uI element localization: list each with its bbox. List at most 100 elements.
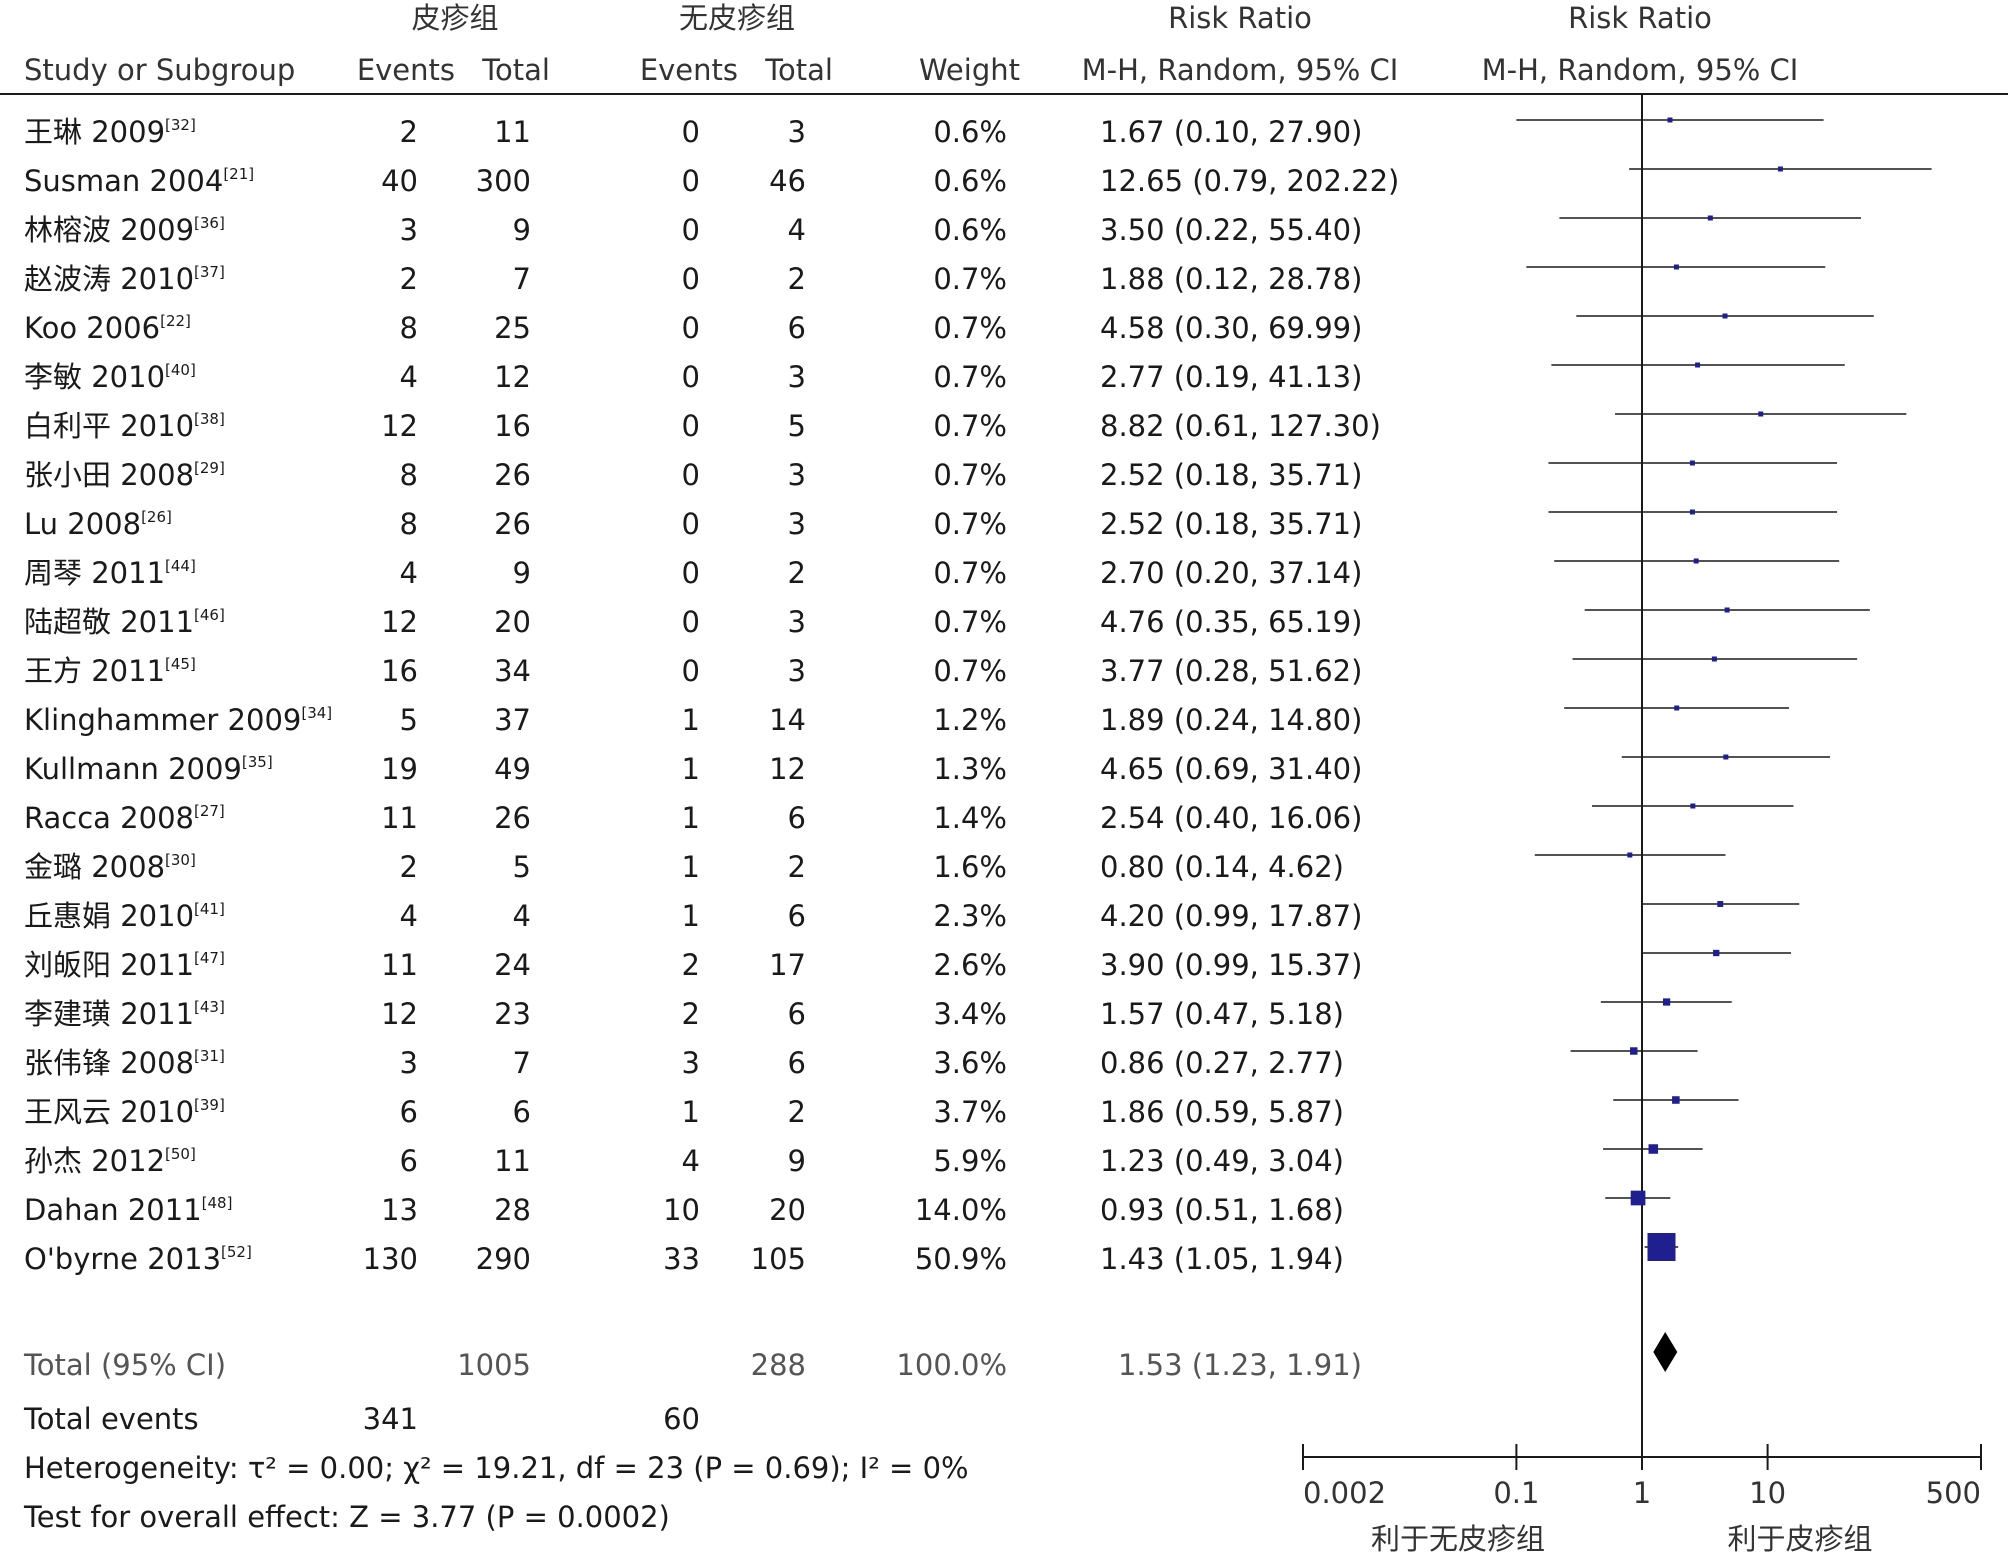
total1-cell: 16 [494, 409, 531, 443]
rr-ci-cell: 2.77 (0.19, 41.13) [1100, 360, 1362, 394]
rr-ci-cell: 1.89 (0.24, 14.80) [1100, 703, 1362, 737]
total-label: Total (95% CI) [23, 1348, 226, 1382]
study-name: 丘惠娟 2010[41] [24, 899, 225, 933]
events1-cell: 4 [400, 899, 418, 933]
study-ref: [43] [194, 998, 225, 1016]
study-row: 林榕波 2009[36] 3 9 0 4 0.6% 3.50 (0.22, 55.40) [24, 213, 1362, 247]
total-weight: 100.0% [896, 1348, 1007, 1382]
rr-ci-cell: 1.67 (0.10, 27.90) [1100, 115, 1362, 149]
total2-cell: 6 [788, 997, 806, 1031]
total1-cell: 20 [494, 605, 531, 639]
events2-cell: 33 [663, 1242, 700, 1276]
study-row: 陆超敬 2011[46] 12 20 0 3 0.7% 4.76 (0.35, 65.19) [24, 605, 1362, 639]
total2-cell: 2 [788, 556, 806, 590]
rr-ci-cell: 0.86 (0.27, 2.77) [1100, 1046, 1344, 1080]
group1-header: 皮疹组 [411, 1, 498, 35]
events1-cell: 3 [400, 1046, 418, 1080]
x-tick-label: 10 [1749, 1476, 1786, 1510]
point-estimate [1711, 656, 1717, 662]
total1-cell: 7 [513, 1046, 531, 1080]
point-estimate [1695, 362, 1701, 368]
weight-cell: 0.7% [933, 605, 1007, 639]
events1-cell: 6 [400, 1144, 418, 1178]
events1-cell: 3 [400, 213, 418, 247]
study-row: Lu 2008[26] 8 26 0 3 0.7% 2.52 (0.18, 35.71) [24, 507, 1362, 541]
point-estimate [1717, 901, 1724, 907]
point-estimate [1647, 1233, 1676, 1261]
study-row: 王琳 2009[32] 2 11 0 3 0.6% 1.67 (0.10, 27.90) [24, 115, 1362, 149]
total1-cell: 9 [513, 213, 531, 247]
study-name: 刘皈阳 2011[47] [24, 948, 225, 982]
study-ref: [39] [194, 1096, 225, 1114]
weight-cell: 1.3% [933, 752, 1007, 786]
events2-cell: 0 [682, 360, 700, 394]
study-name: 张小田 2008[29] [24, 458, 225, 492]
study-row: 丘惠娟 2010[41] 4 4 1 6 2.3% 4.20 (0.99, 17.87) [24, 899, 1362, 933]
events2-cell: 0 [682, 115, 700, 149]
rr-ci-cell: 1.57 (0.47, 5.18) [1100, 997, 1344, 1031]
study-ref: [32] [165, 116, 196, 134]
point-estimate [1724, 607, 1730, 613]
events2-cell: 0 [682, 409, 700, 443]
total2-cell: 105 [751, 1242, 806, 1276]
events1-cell: 11 [381, 801, 418, 835]
study-ref: [38] [194, 410, 225, 428]
events2-cell: 0 [682, 556, 700, 590]
rr-ci-cell: 8.82 (0.61, 127.30) [1100, 409, 1381, 443]
events2-cell: 1 [682, 899, 700, 933]
study-name: Dahan 2011[48] [24, 1193, 232, 1227]
total1-cell: 26 [494, 458, 531, 492]
events1-cell: 4 [400, 556, 418, 590]
total1-cell: 25 [494, 311, 531, 345]
total1-cell: 4 [513, 899, 531, 933]
total2-cell: 6 [788, 899, 806, 933]
weight-cell: 0.7% [933, 262, 1007, 296]
rr-ci-cell: 4.58 (0.30, 69.99) [1100, 311, 1362, 345]
events2-cell: 0 [682, 164, 700, 198]
total-events-label: Total events [23, 1402, 199, 1436]
events2-cell: 3 [682, 1046, 700, 1080]
events1-cell: 12 [381, 605, 418, 639]
weight-cell: 0.6% [933, 115, 1007, 149]
total1-cell: 24 [494, 948, 531, 982]
total2-cell: 4 [788, 213, 806, 247]
events1-cell: 8 [400, 507, 418, 541]
study-name: 林榕波 2009[36] [24, 213, 225, 247]
point-estimate [1689, 509, 1695, 515]
study-name: 金璐 2008[30] [24, 850, 196, 884]
events1-cell: 12 [381, 409, 418, 443]
study-ref: [31] [194, 1047, 225, 1065]
total2-cell: 2 [788, 1095, 806, 1129]
study-name: Lu 2008[26] [24, 507, 172, 541]
total2-cell: 12 [769, 752, 806, 786]
study-ref: [46] [194, 606, 225, 624]
point-estimate [1630, 1190, 1646, 1206]
total1-cell: 5 [513, 850, 531, 884]
heterogeneity-text: Heterogeneity: τ² = 0.00; χ² = 19.21, df… [24, 1451, 969, 1485]
point-estimate [1722, 313, 1728, 319]
point-estimate [1758, 411, 1764, 417]
total2-cell: 5 [788, 409, 806, 443]
weight-cell: 0.7% [933, 507, 1007, 541]
study-name: 孙杰 2012[50] [24, 1144, 196, 1178]
study-ref: [37] [194, 263, 225, 281]
rr-ci-cell: 3.50 (0.22, 55.40) [1100, 213, 1362, 247]
weight-cell: 0.7% [933, 654, 1007, 688]
point-estimate [1672, 1096, 1680, 1104]
events2-cell: 1 [682, 801, 700, 835]
weight-cell: 0.7% [933, 556, 1007, 590]
x-tick-label: 1 [1633, 1476, 1651, 1510]
study-row: Kullmann 2009[35] 19 49 1 12 1.3% 4.65 (0.69, … [24, 752, 1362, 786]
plot-area: 0.002 0.1 1 10 500 利于无皮疹组 利于皮疹组 [1302, 94, 1982, 1554]
study-ref: [44] [165, 557, 196, 575]
total1-cell: 11 [494, 115, 531, 149]
summary-diamond [1653, 1332, 1678, 1372]
point-estimate [1777, 166, 1783, 172]
weight-cell: 3.6% [933, 1046, 1007, 1080]
total1-cell: 23 [494, 997, 531, 1031]
group2-header: 无皮疹组 [679, 1, 795, 35]
total2-cell: 3 [788, 507, 806, 541]
events1-cell: 4 [400, 360, 418, 394]
point-estimate [1713, 949, 1720, 957]
total1-cell: 37 [494, 703, 531, 737]
